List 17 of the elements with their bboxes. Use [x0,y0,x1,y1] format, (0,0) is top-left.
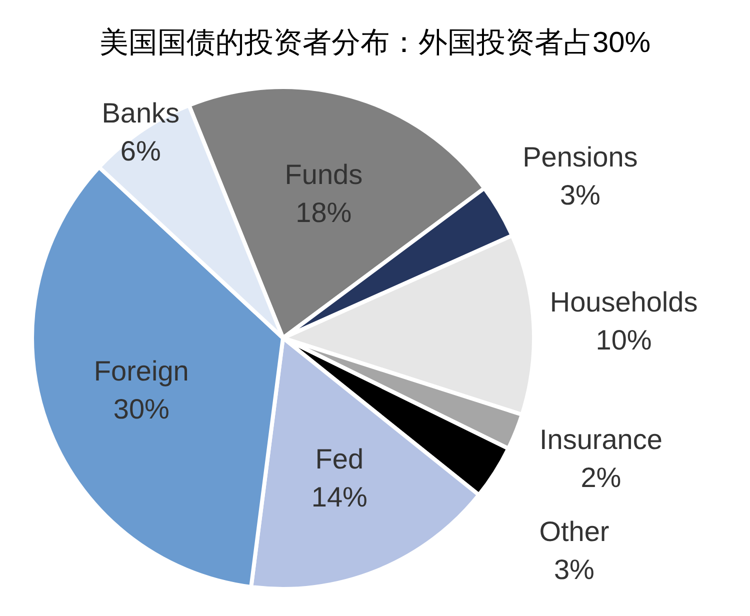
data-label: 3% [554,554,594,586]
data-label: 10% [596,324,652,356]
slice-label: Foreign [94,355,189,386]
slice-label: Households [550,286,698,318]
data-label: 2% [580,462,622,494]
slice-label: Pensions [522,142,638,173]
data-label: 6% [120,135,161,166]
slice-label: Other [539,516,610,548]
slice-label: Fed [315,444,364,475]
data-label: 18% [296,197,352,228]
slice-label: Funds [284,159,363,190]
slice-label: Banks [102,97,180,128]
data-label: 30% [113,393,170,424]
chart-title: 美国国债的投资者分布：外国投资者占30% [99,27,651,59]
data-label: 14% [311,482,368,513]
slice-label: Insurance [540,424,662,456]
data-label: 3% [560,180,600,211]
